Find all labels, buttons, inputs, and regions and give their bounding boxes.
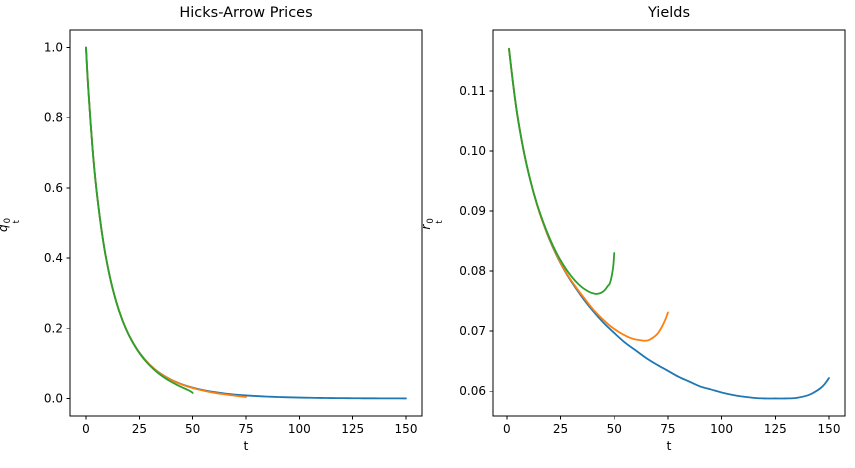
x-tick-label: 75 [238,422,253,436]
series-line-T=50 [508,47,616,295]
y-tick-label: 0.07 [459,324,486,338]
x-tick-label: 25 [132,422,147,436]
x-tick-label: 75 [660,422,675,436]
y-tick-label: 0.08 [459,264,486,278]
x-tick-label: 125 [341,422,364,436]
y-tick-label: 0.06 [459,384,486,398]
axes-spines [69,29,423,417]
axes-spines [492,29,846,417]
x-tick-label: 50 [185,422,200,436]
x-tick-label: 0 [503,422,511,436]
y-tick-label: 1.0 [44,41,63,55]
series-line-T=50 [85,46,194,394]
y-tick-label: 0.11 [459,84,486,98]
y-tick-label: 0.6 [44,181,63,195]
series-line-T=75 [85,46,247,398]
y-tick-label: 0.8 [44,111,63,125]
left-plot-xlabel: t [243,438,249,453]
x-tick-label: 50 [607,422,622,436]
x-tick-label: 100 [710,422,733,436]
x-tick-label: 100 [288,422,311,436]
y-tick-label: 0.10 [459,144,486,158]
ylabel-variable: q [0,224,10,232]
x-tick-label: 25 [553,422,568,436]
y-tick-label: 0.0 [44,391,63,405]
x-tick-label: 125 [764,422,787,436]
series-line-T=150 [508,47,830,400]
right-plot-title: Yields [647,5,691,21]
left-plot-ylabel: q0t [0,218,22,232]
y-tick-label: 0.2 [44,321,63,335]
series-line-T=75 [508,47,669,342]
right-plot-xlabel: t [666,438,672,453]
ylabel-variable: r [418,224,433,230]
left-plot-title: Hicks-Arrow Prices [179,5,313,21]
x-tick-label: 150 [818,422,841,436]
x-tick-label: 150 [395,422,418,436]
y-tick-label: 0.09 [459,204,486,218]
y-tick-label: 0.4 [44,251,63,265]
x-tick-label: 0 [82,422,90,436]
